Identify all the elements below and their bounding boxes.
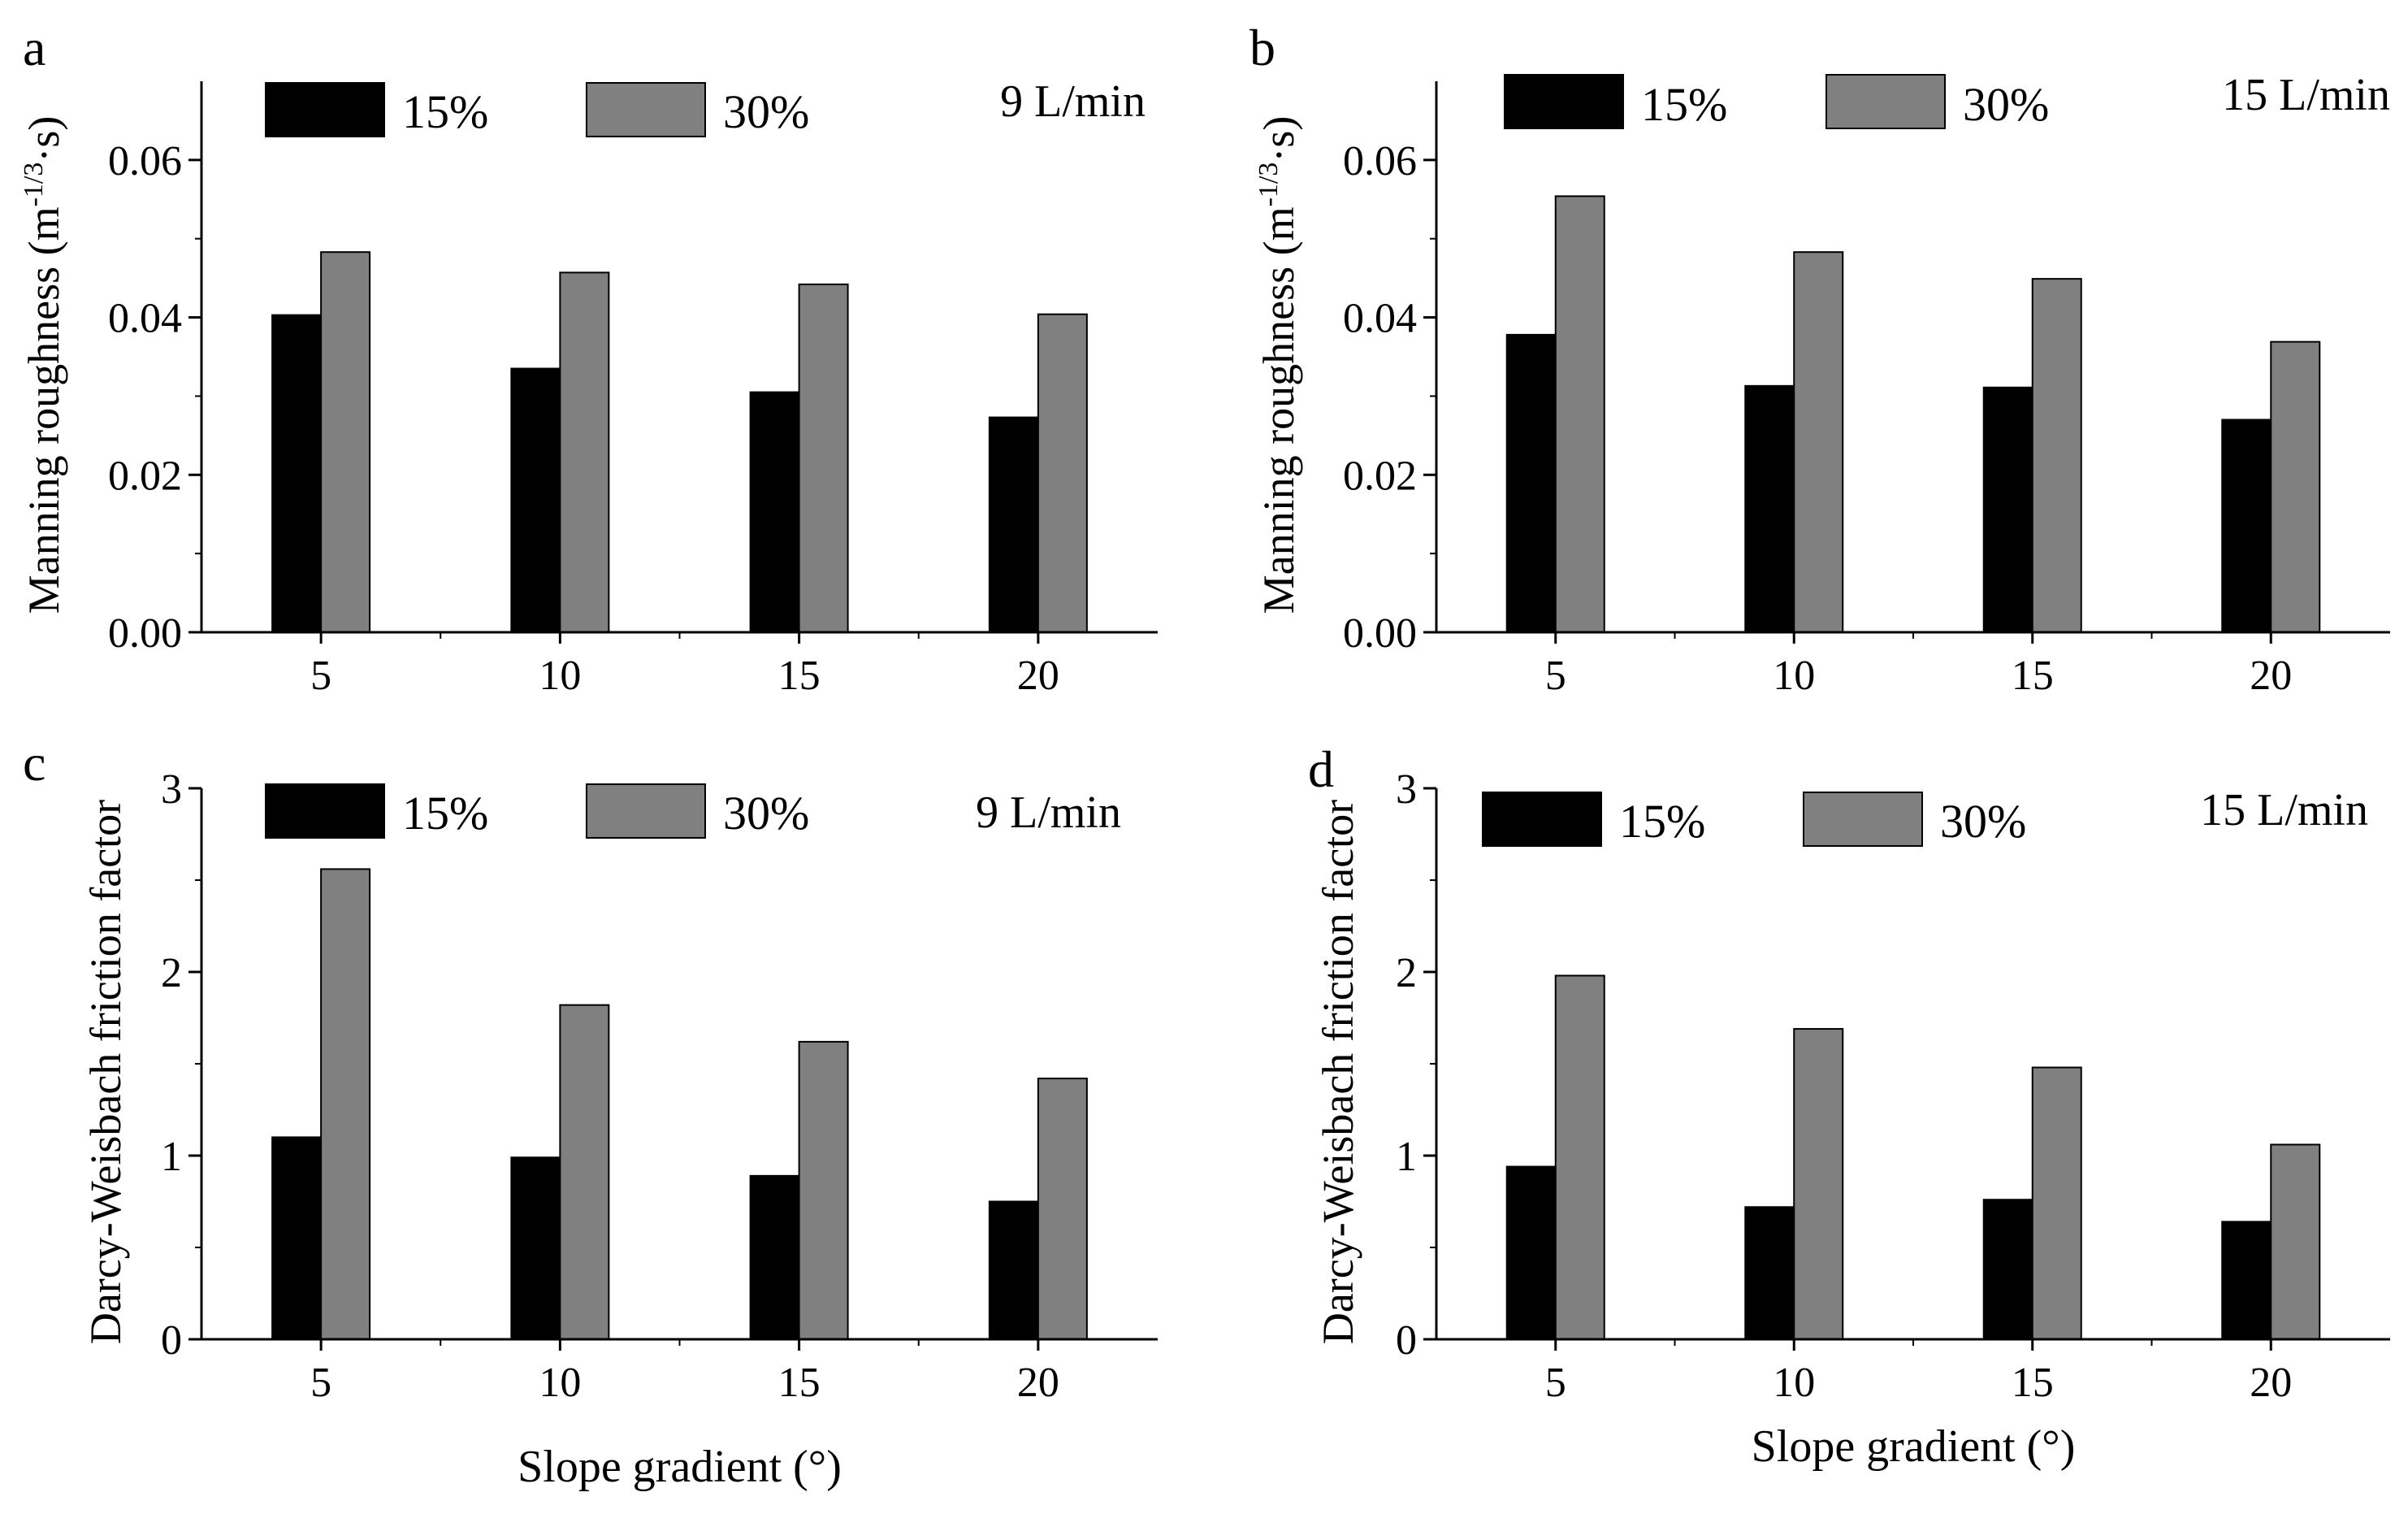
bar-b-s0-c0 [1505, 333, 1557, 633]
flow-annotation-d: 15 L/min [2200, 785, 2368, 835]
y-tick-label-c-2: 2 [161, 950, 182, 996]
panel-letter-b: b [1249, 19, 1275, 76]
legend-label-b-1: 30% [1963, 78, 2049, 131]
bar-d-s1-c0 [1554, 974, 1605, 1341]
y-tick-label-b-3: 0.06 [1343, 138, 1417, 184]
bar-c-s1-c0 [320, 868, 371, 1340]
legend-label-a-1: 30% [723, 85, 809, 138]
bar-b-s0-c2 [1982, 386, 2033, 633]
y-tick-label-b-0: 0.00 [1343, 610, 1417, 657]
y-tick-label-b-1: 0.02 [1343, 453, 1417, 499]
x-tick-label-b-0: 5 [1545, 653, 1566, 699]
x-tick-label-d-1: 10 [1773, 1360, 1815, 1406]
bar-c-s0-c2 [749, 1174, 800, 1340]
bar-a-s1-c1 [559, 271, 610, 633]
bar-d-s0-c0 [1505, 1165, 1557, 1341]
y-tick-label-a-3: 0.06 [108, 138, 182, 184]
legend-swatch-a-1 [586, 82, 706, 137]
y-tick-label-d-3: 3 [1396, 766, 1417, 813]
y-tick-label-a-0: 0.00 [108, 610, 182, 657]
y-tick-label-a-2: 0.04 [108, 296, 182, 342]
x-tick-label-c-1: 10 [539, 1360, 581, 1406]
legend-label-d-1: 30% [1940, 795, 2026, 848]
bar-d-s0-c2 [1982, 1199, 2033, 1340]
bar-c-s1-c3 [1037, 1078, 1088, 1340]
x-tick-label-a-0: 5 [310, 653, 331, 699]
bar-b-s1-c3 [2270, 341, 2321, 633]
x-tick-label-d-0: 5 [1545, 1360, 1566, 1406]
legend-swatch-b-1 [1825, 74, 1946, 129]
y-axis-title-a: Manning roughness (m-1/3·s) [19, 116, 68, 614]
legend-swatch-a-0 [265, 82, 385, 137]
panel-letter-d: d [1308, 740, 1334, 798]
x-tick-label-b-3: 20 [2250, 653, 2292, 699]
legend-label-c-1: 30% [723, 787, 809, 839]
bar-d-s0-c3 [2221, 1221, 2272, 1340]
bar-a-s1-c3 [1037, 313, 1088, 633]
bar-a-s0-c3 [988, 416, 1039, 634]
bar-c-s0-c0 [271, 1136, 323, 1341]
bar-c-s1-c2 [798, 1040, 849, 1340]
legend-label-a-0: 15% [402, 85, 488, 138]
y-axis-title-b: Manning roughness (m-1/3·s) [1254, 116, 1303, 614]
bar-b-s0-c1 [1744, 384, 1795, 633]
x-tick-label-c-2: 15 [778, 1360, 821, 1406]
panel-letter-a: a [23, 19, 45, 76]
legend-swatch-c-0 [265, 783, 385, 839]
x-tick-label-a-1: 10 [539, 653, 581, 699]
x-tick-label-a-3: 20 [1017, 653, 1059, 699]
y-tick-label-a-1: 0.02 [108, 453, 182, 499]
bar-b-s1-c2 [2031, 278, 2082, 633]
legend-swatch-b-0 [1504, 74, 1624, 129]
flow-annotation-b: 15 L/min [2222, 70, 2390, 120]
bar-b-s0-c3 [2221, 419, 2272, 633]
legend-label-c-0: 15% [402, 787, 488, 839]
y-tick-label-c-1: 1 [161, 1134, 182, 1180]
y-tick-label-c-3: 3 [161, 766, 182, 813]
legend-swatch-d-0 [1482, 792, 1602, 847]
bar-a-s0-c1 [510, 367, 561, 633]
panel-letter-c: c [23, 734, 45, 792]
bar-c-s0-c3 [988, 1200, 1039, 1340]
bar-c-s0-c1 [510, 1156, 561, 1341]
legend-label-d-0: 15% [1619, 795, 1705, 848]
bar-d-s1-c2 [2031, 1066, 2082, 1341]
y-tick-label-b-2: 0.04 [1343, 296, 1417, 342]
bar-d-s0-c1 [1744, 1206, 1795, 1341]
y-tick-label-d-0: 0 [1396, 1317, 1417, 1364]
flow-annotation-c: 9 L/min [976, 787, 1121, 838]
bar-a-s1-c0 [320, 251, 371, 633]
x-tick-label-c-3: 20 [1017, 1360, 1059, 1406]
bar-a-s0-c0 [271, 314, 323, 633]
y-axis-title-c: Darcy-Weisbach friction factor [81, 800, 130, 1344]
x-tick-label-d-2: 15 [2012, 1360, 2054, 1406]
x-tick-label-d-3: 20 [2250, 1360, 2292, 1406]
x-axis-title-c: Slope gradient (°) [518, 1442, 842, 1492]
y-tick-label-d-2: 2 [1396, 950, 1417, 996]
y-tick-label-c-0: 0 [161, 1317, 182, 1364]
y-axis-title-d: Darcy-Weisbach friction factor [1314, 800, 1362, 1344]
bar-d-s1-c1 [1793, 1028, 1844, 1341]
legend-swatch-c-1 [586, 783, 706, 839]
x-axis-title-d: Slope gradient (°) [1752, 1421, 2076, 1472]
x-tick-label-b-1: 10 [1773, 653, 1815, 699]
x-tick-label-c-0: 5 [310, 1360, 331, 1406]
bar-d-s1-c3 [2270, 1143, 2321, 1340]
legend-label-b-0: 15% [1641, 78, 1727, 131]
bar-b-s1-c0 [1554, 195, 1605, 633]
bar-a-s1-c2 [798, 283, 849, 633]
legend-swatch-d-1 [1803, 792, 1923, 847]
bar-c-s1-c1 [559, 1004, 610, 1341]
flow-annotation-a: 9 L/min [1000, 76, 1146, 127]
bar-a-s0-c2 [749, 391, 800, 633]
bar-b-s1-c1 [1793, 251, 1844, 633]
y-tick-label-d-1: 1 [1396, 1134, 1417, 1180]
x-tick-label-b-2: 15 [2012, 653, 2054, 699]
x-tick-label-a-2: 15 [778, 653, 821, 699]
